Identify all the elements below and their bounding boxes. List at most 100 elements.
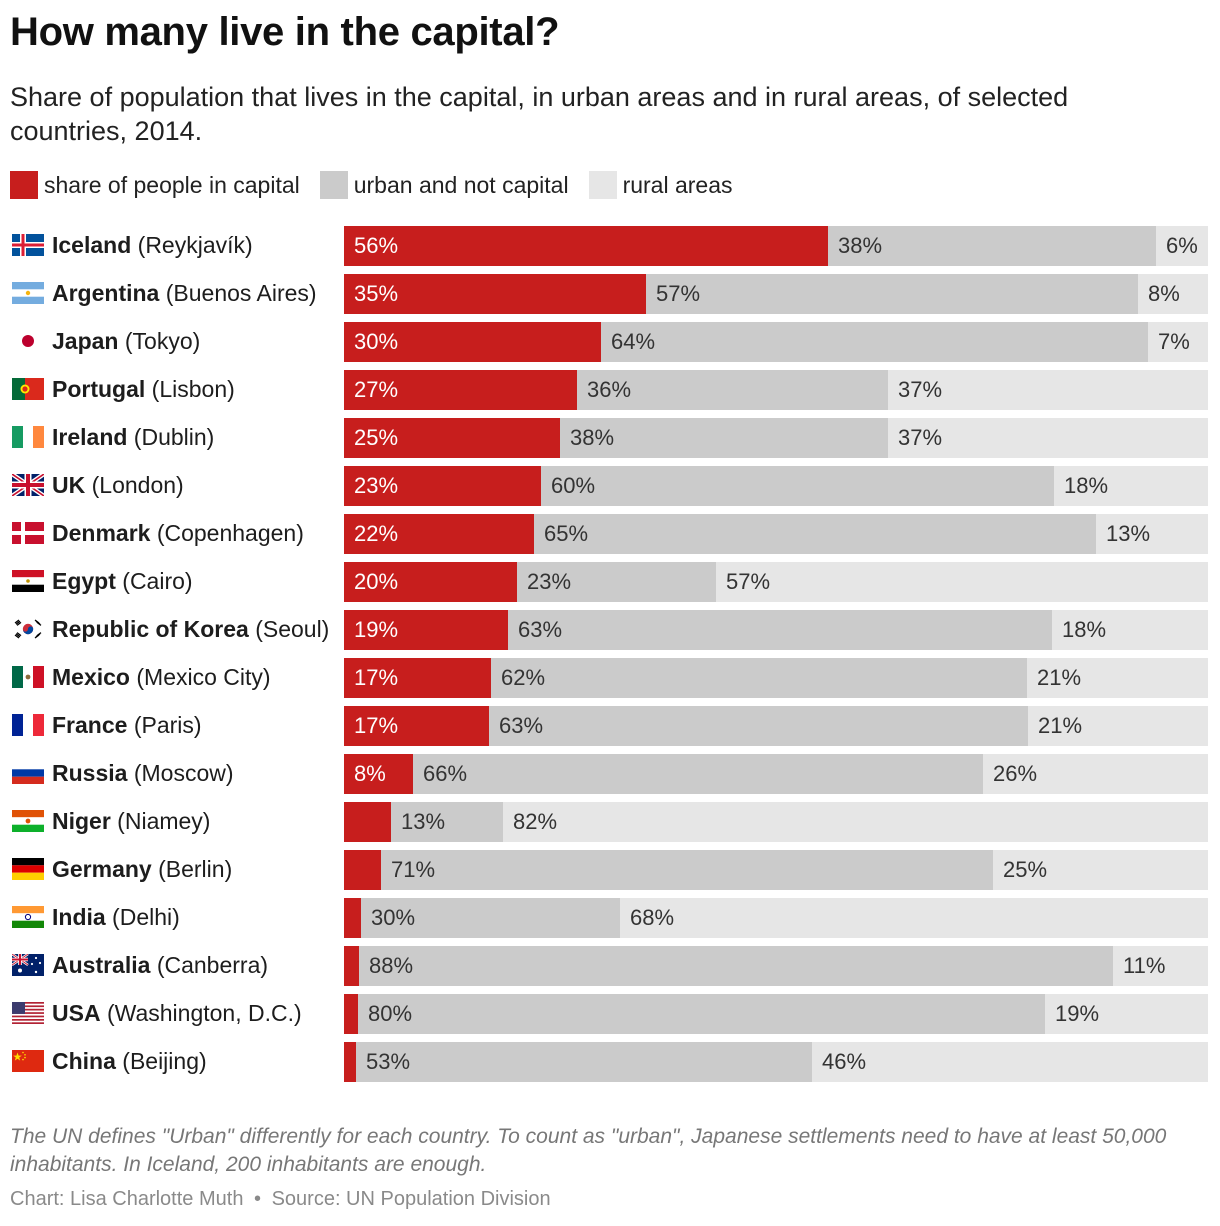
data-label-capital: 25% bbox=[354, 425, 399, 450]
bar-segment-rural bbox=[888, 370, 1208, 410]
bar-segment-urban bbox=[413, 754, 983, 794]
portugal-flag-icon bbox=[12, 378, 44, 400]
data-label-rural: 68% bbox=[630, 905, 675, 930]
row-label: Russia (Moscow) bbox=[52, 760, 234, 787]
data-label-urban: 65% bbox=[544, 521, 589, 546]
data-label-rural: 6% bbox=[1166, 233, 1198, 258]
country-name: Argentina bbox=[52, 280, 160, 306]
legend-label-urban: urban and not capital bbox=[353, 171, 569, 198]
stacked-bar: 17% 62% 21% bbox=[344, 658, 1208, 698]
bar-segment-rural bbox=[503, 802, 1208, 842]
data-label-capital: 56% bbox=[354, 233, 399, 258]
row-label: Ireland (Dublin) bbox=[52, 424, 214, 451]
capital-name: (Niamey) bbox=[110, 808, 211, 834]
bar-segment-rural bbox=[620, 898, 1208, 938]
bar-segment-capital bbox=[344, 754, 413, 794]
capital-name: (Reykjavík) bbox=[131, 232, 253, 258]
credit-separator: • bbox=[254, 1188, 262, 1210]
bar-segment-urban bbox=[646, 274, 1138, 314]
row-label: Niger (Niamey) bbox=[52, 808, 210, 835]
bar-row: Ireland (Dublin) 25% 38% 37% bbox=[0, 418, 1220, 458]
bar-segment-capital bbox=[344, 994, 358, 1034]
bar-row: Portugal (Lisbon) 27% 36% 37% bbox=[0, 370, 1220, 410]
country-name: Niger bbox=[52, 808, 111, 834]
usa-flag-icon bbox=[12, 1002, 44, 1024]
stacked-bar: 19% 63% 18% bbox=[344, 610, 1208, 650]
stacked-bar: 30% 64% 7% bbox=[344, 322, 1208, 362]
country-name: Egypt bbox=[52, 568, 116, 594]
bar-segment-capital bbox=[344, 1042, 356, 1082]
bar-segment-urban bbox=[828, 226, 1156, 266]
data-label-rural: 21% bbox=[1037, 665, 1082, 690]
data-label-urban: 64% bbox=[611, 329, 656, 354]
row-label: Mexico (Mexico City) bbox=[52, 664, 271, 691]
bar-segment-capital bbox=[344, 706, 489, 746]
data-label-urban: 63% bbox=[499, 713, 544, 738]
stacked-bar: 80% 19% bbox=[344, 994, 1208, 1034]
row-label: Portugal (Lisbon) bbox=[52, 376, 235, 403]
bar-row: Niger (Niamey) 13% 82% bbox=[0, 802, 1220, 842]
data-label-capital: 17% bbox=[354, 665, 399, 690]
bar-segment-rural bbox=[1028, 706, 1208, 746]
row-label: Denmark (Copenhagen) bbox=[52, 520, 304, 547]
legend-item-urban: urban and not capital bbox=[319, 171, 569, 199]
data-label-urban: 60% bbox=[551, 473, 596, 498]
data-label-urban: 30% bbox=[371, 905, 416, 930]
data-label-urban: 88% bbox=[369, 953, 414, 978]
capital-name: (Seoul) bbox=[248, 616, 330, 642]
data-label-rural: 37% bbox=[898, 425, 943, 450]
bar-segment-rural bbox=[812, 1042, 1208, 1082]
data-label-urban: 38% bbox=[570, 425, 615, 450]
data-label-rural: 21% bbox=[1038, 713, 1083, 738]
capital-name: (Beijing) bbox=[115, 1048, 207, 1074]
bar-segment-capital bbox=[344, 610, 508, 650]
country-name: Mexico bbox=[52, 664, 130, 690]
stacked-bar: 71% 25% bbox=[344, 850, 1208, 890]
india-flag-icon bbox=[12, 906, 44, 928]
data-label-capital: 19% bbox=[354, 617, 399, 642]
bar-segment-rural bbox=[716, 562, 1208, 602]
bar-segment-capital bbox=[344, 466, 541, 506]
data-label-urban: 36% bbox=[587, 377, 632, 402]
row-label: Egypt (Cairo) bbox=[52, 568, 193, 595]
bar-segment-urban bbox=[361, 898, 620, 938]
egypt-flag-icon bbox=[12, 570, 44, 592]
capital-name: (Washington, D.C.) bbox=[100, 1000, 302, 1026]
bar-row: China (Beijing) 53% 46% bbox=[0, 1042, 1220, 1082]
data-label-rural: 19% bbox=[1055, 1001, 1100, 1026]
data-label-capital: 27% bbox=[354, 377, 399, 402]
japan-flag-icon bbox=[12, 330, 44, 352]
bar-segment-rural bbox=[1045, 994, 1208, 1034]
country-name: UK bbox=[52, 472, 86, 498]
legend: share of people in capital urban and not… bbox=[10, 170, 753, 200]
bar-segment-rural bbox=[1096, 514, 1208, 554]
row-label: Argentina (Buenos Aires) bbox=[52, 280, 317, 307]
bar-segment-capital bbox=[344, 898, 361, 938]
data-label-urban: 53% bbox=[366, 1049, 411, 1074]
bar-segment-rural bbox=[888, 418, 1208, 458]
data-label-urban: 23% bbox=[527, 569, 572, 594]
bar-row: India (Delhi) 30% 68% bbox=[0, 898, 1220, 938]
data-label-rural: 18% bbox=[1064, 473, 1109, 498]
chart-credit: Chart: Lisa Charlotte Muth • Source: UN … bbox=[10, 1188, 551, 1211]
capital-name: (Tokyo) bbox=[118, 328, 201, 354]
bar-segment-capital bbox=[344, 370, 577, 410]
stacked-bar: 30% 68% bbox=[344, 898, 1208, 938]
data-label-capital: 23% bbox=[354, 473, 399, 498]
bar-segment-rural bbox=[1054, 466, 1208, 506]
row-label: Japan (Tokyo) bbox=[52, 328, 200, 355]
chart-note: The UN defines "Urban" differently for e… bbox=[10, 1125, 1167, 1176]
row-label: France (Paris) bbox=[52, 712, 202, 739]
row-label: India (Delhi) bbox=[52, 904, 180, 931]
data-label-urban: 38% bbox=[838, 233, 883, 258]
bar-row: Japan (Tokyo) 30% 64% 7% bbox=[0, 322, 1220, 362]
bar-segment-capital bbox=[344, 274, 646, 314]
stacked-bar: 17% 63% 21% bbox=[344, 706, 1208, 746]
capital-name: (Moscow) bbox=[127, 760, 234, 786]
country-name: Japan bbox=[52, 328, 119, 354]
bar-segment-urban bbox=[560, 418, 888, 458]
stacked-bar: 53% 46% bbox=[344, 1042, 1208, 1082]
credit-author: Chart: Lisa Charlotte Muth bbox=[10, 1188, 244, 1210]
capital-name: (Berlin) bbox=[151, 856, 233, 882]
niger-flag-icon bbox=[12, 810, 44, 832]
